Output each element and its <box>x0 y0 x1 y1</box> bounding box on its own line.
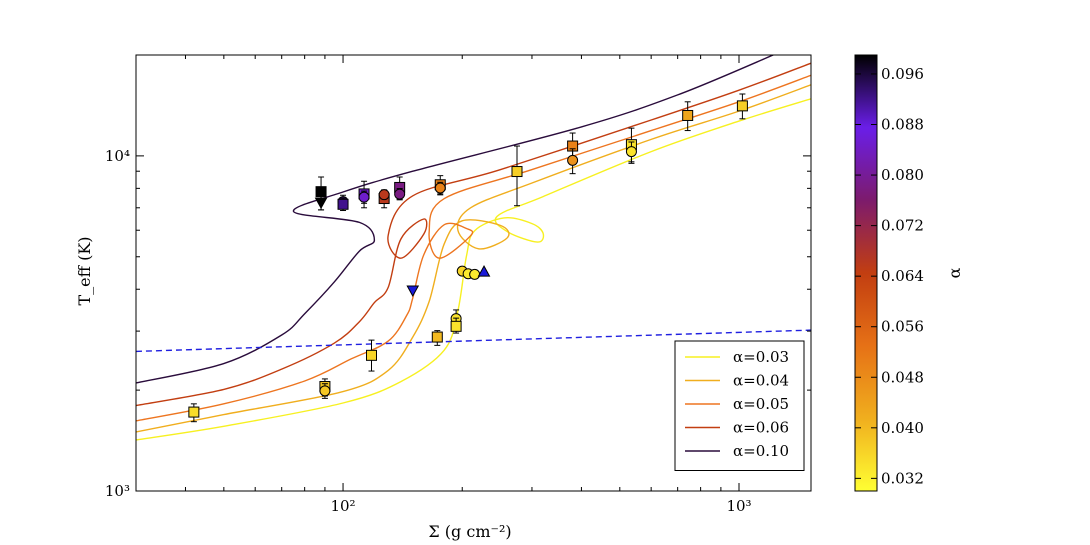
data-point <box>188 403 200 423</box>
series-line <box>136 98 811 441</box>
circle-marker <box>378 189 390 201</box>
colorbar-tick-label: 0.048 <box>881 368 924 386</box>
circle-marker <box>319 385 331 397</box>
legend-label: α=0.05 <box>733 395 789 413</box>
data-point <box>567 148 579 175</box>
axes: 10² 10³ 10³ 10⁴ <box>105 54 811 515</box>
colorbar-tick-label: 0.088 <box>881 116 924 134</box>
square-marker <box>450 320 462 332</box>
colorbar-tick-label: 0.080 <box>881 166 924 184</box>
legend-label: α=0.04 <box>733 372 789 390</box>
series-line <box>136 84 811 433</box>
circle-marker <box>567 154 579 166</box>
square-marker <box>366 349 378 361</box>
legend: α=0.03 α=0.04 α=0.05 α=0.06 α=0.10 <box>674 340 805 471</box>
colorbar-tick-label: 0.032 <box>881 469 924 487</box>
colorbar-gradient <box>854 54 878 492</box>
data-point <box>366 339 378 372</box>
plot-frame <box>135 54 812 492</box>
colorbar-tick-label: 0.096 <box>881 65 924 83</box>
data-point <box>511 145 523 207</box>
legend-box <box>674 340 805 471</box>
circle-marker <box>358 191 370 203</box>
y-tick-label: 10³ <box>105 482 130 500</box>
data-point <box>314 193 328 211</box>
square-marker <box>511 166 523 178</box>
data-point <box>378 189 390 201</box>
data-point <box>358 190 370 204</box>
colorbar-tick-label: 0.064 <box>881 267 924 285</box>
data-point <box>394 188 406 201</box>
legend-label: α=0.06 <box>733 419 789 437</box>
colorbar-tick-label: 0.056 <box>881 318 924 336</box>
triangle-up-marker <box>477 265 491 277</box>
triangle-down-marker <box>314 197 328 210</box>
data-point <box>431 330 443 346</box>
x-axis-label: Σ (g cm⁻²) <box>428 522 511 541</box>
data-point <box>682 101 694 132</box>
x-tick-label: 10² <box>330 497 355 515</box>
triangle-down-marker <box>406 285 420 298</box>
circle-marker <box>394 188 406 200</box>
colorbar: 0.032 0.040 0.048 0.056 0.064 0.072 0.080 0.088… <box>854 54 964 492</box>
series-lines <box>136 55 811 441</box>
legend-label: α=0.03 <box>733 348 789 366</box>
data-point <box>477 265 491 277</box>
square-marker <box>337 198 349 210</box>
circle-marker <box>434 182 446 194</box>
data-point <box>406 285 420 298</box>
series-line <box>136 55 774 384</box>
square-marker <box>431 331 443 343</box>
data-points <box>188 93 748 423</box>
data-point <box>450 317 462 334</box>
x-tick-label: 10³ <box>726 497 751 515</box>
series-line <box>136 74 811 422</box>
data-point <box>319 383 331 399</box>
circle-marker <box>469 268 481 280</box>
series-line <box>136 62 811 407</box>
square-marker <box>736 100 748 112</box>
y-tick-label: 10⁴ <box>105 147 130 165</box>
square-marker <box>188 406 200 418</box>
colorbar-label: α <box>945 267 964 278</box>
data-point <box>337 197 349 212</box>
data-point <box>434 181 446 195</box>
colorbar-tick-label: 0.072 <box>881 217 924 235</box>
y-axis-label: T_eff (K) <box>75 236 94 305</box>
colorbar-tick-label: 0.040 <box>881 419 924 437</box>
circle-marker <box>625 146 637 158</box>
data-point <box>736 93 748 120</box>
data-point <box>469 268 481 280</box>
legend-label: α=0.10 <box>733 442 789 460</box>
data-point <box>625 141 637 163</box>
square-marker <box>682 109 694 121</box>
